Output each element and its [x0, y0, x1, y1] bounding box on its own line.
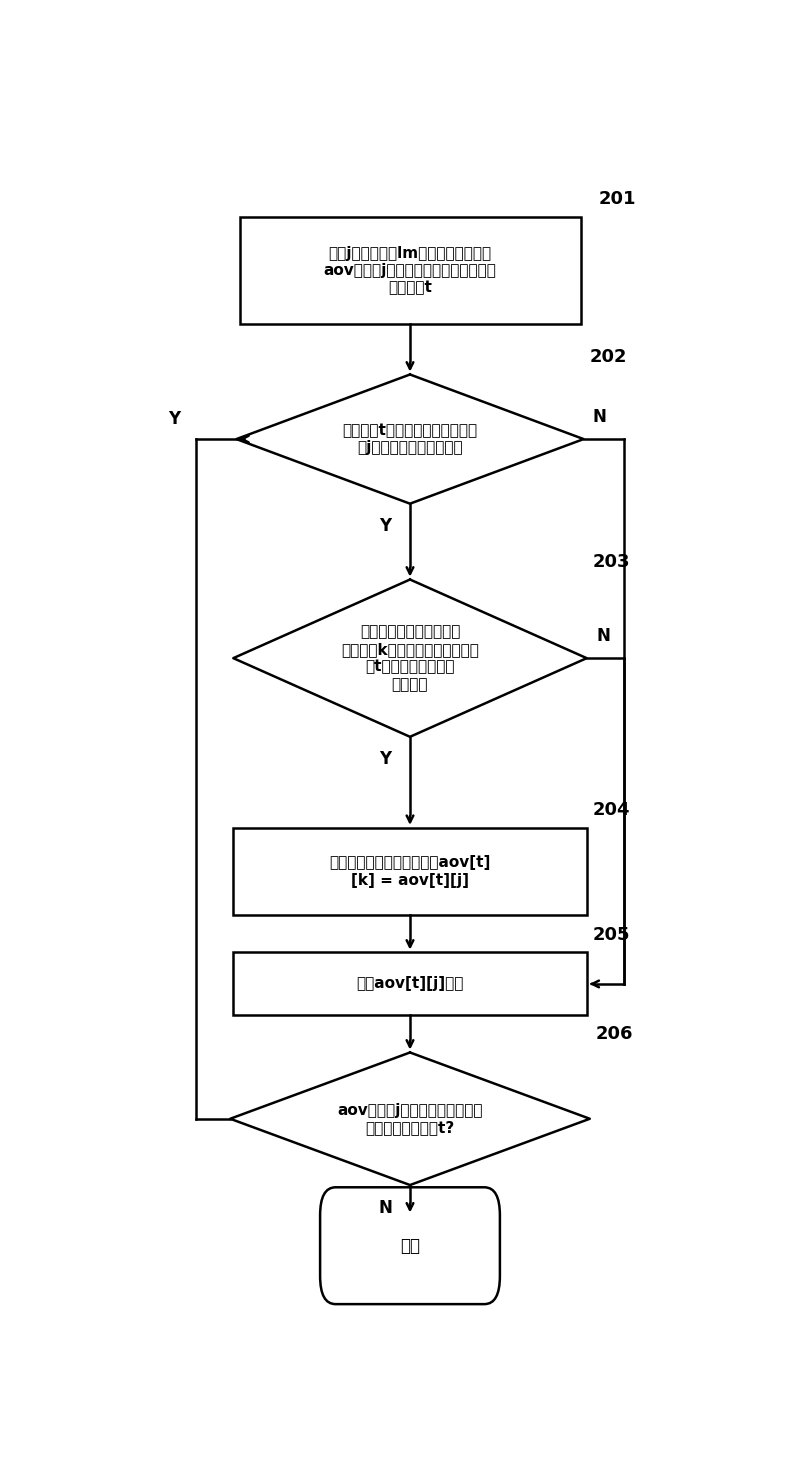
FancyBboxPatch shape: [234, 953, 586, 1015]
Text: 202: 202: [590, 347, 627, 366]
Text: 206: 206: [596, 1026, 634, 1043]
FancyBboxPatch shape: [320, 1188, 500, 1304]
FancyBboxPatch shape: [239, 217, 581, 324]
Text: 清除aov[t][j]为空: 清除aov[t][j]为空: [356, 976, 464, 992]
Polygon shape: [230, 1052, 590, 1185]
Text: N: N: [596, 627, 610, 645]
Text: 判断线程t申请的锁类型是否与线
程j所拥有的锁类型相容？: 判断线程t申请的锁类型是否与线 程j所拥有的锁类型相容？: [342, 423, 478, 455]
Text: 201: 201: [599, 190, 637, 209]
Text: Y: Y: [379, 750, 391, 769]
Text: 结束: 结束: [400, 1237, 420, 1255]
Text: Y: Y: [168, 410, 181, 427]
Text: aov矩阵第j列中是否还有等待这
把锁的下一个线程t?: aov矩阵第j列中是否还有等待这 把锁的下一个线程t?: [338, 1103, 482, 1135]
Text: N: N: [378, 1198, 392, 1217]
Text: 判断是否存在拥有该锁的
其他线程k，它拥有的锁类型与线
程t所要申请的锁类型
不相容？: 判断是否存在拥有该锁的 其他线程k，它拥有的锁类型与线 程t所要申请的锁类型 不…: [341, 624, 479, 692]
Text: N: N: [593, 407, 606, 426]
Polygon shape: [237, 375, 584, 503]
Text: 205: 205: [593, 925, 630, 944]
Text: Y: Y: [379, 516, 391, 535]
Text: 线程j在对锁实体lm解锁过程中，检查
aov矩阵第j列中记录的等待这把锁的第
一个线程t: 线程j在对锁实体lm解锁过程中，检查 aov矩阵第j列中记录的等待这把锁的第 一…: [323, 245, 497, 296]
Text: 204: 204: [593, 801, 630, 818]
Text: 203: 203: [593, 553, 630, 570]
FancyBboxPatch shape: [234, 827, 586, 915]
Text: 进行锁等待关系迁移，即令aov[t]
[k] = aov[t][j]: 进行锁等待关系迁移，即令aov[t] [k] = aov[t][j]: [330, 855, 490, 889]
Polygon shape: [234, 579, 586, 737]
